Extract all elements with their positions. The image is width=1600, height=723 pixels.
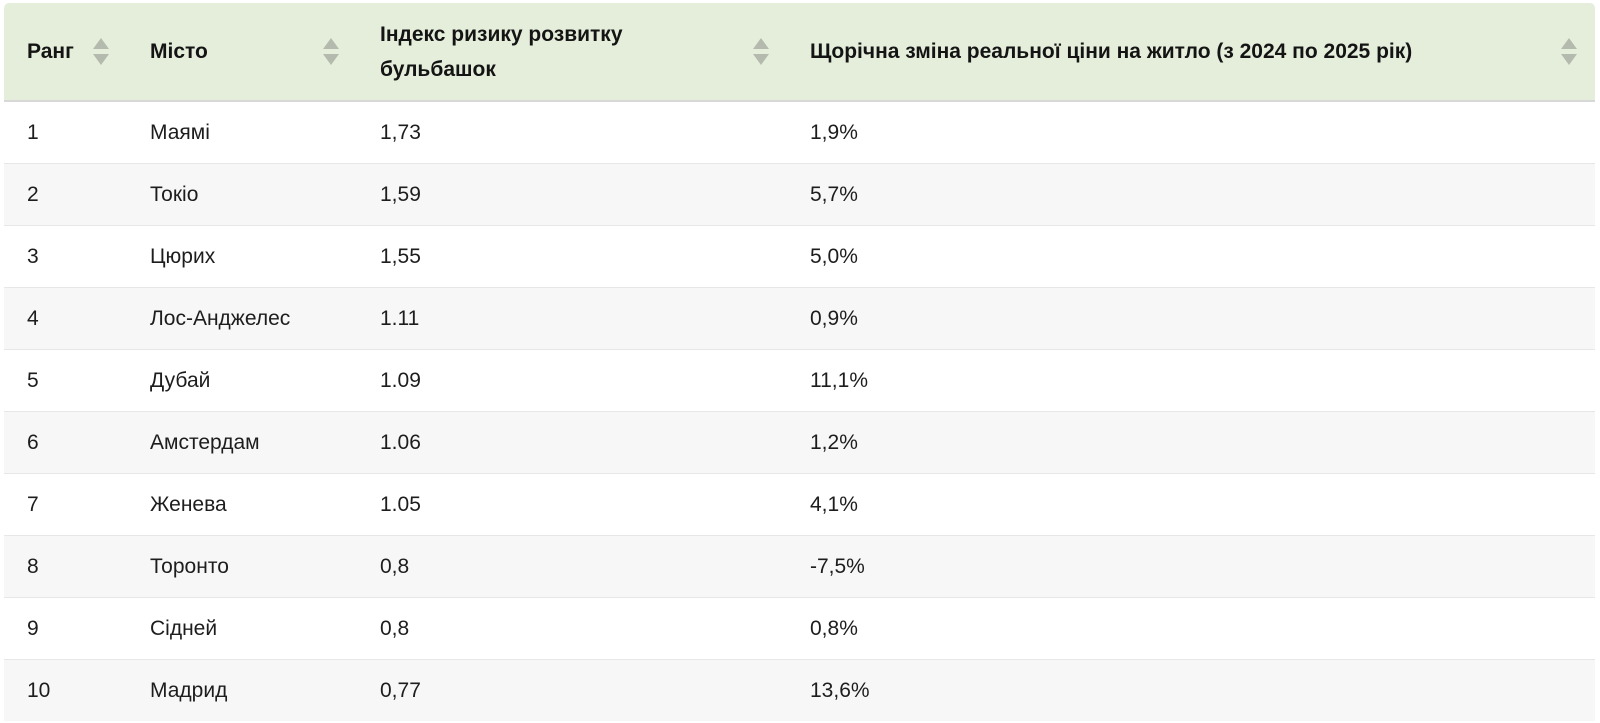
change-cell: 0,8% [810, 616, 858, 640]
rank-cell: 5 [27, 368, 39, 392]
city-cell: Женева [150, 492, 227, 516]
city-cell: Сідней [150, 616, 218, 640]
table-row: 6 Амстердам 1.06 1,2% [4, 412, 1595, 474]
sort-up-arrow-icon [753, 38, 769, 49]
table-body: 1 Маямі 1,73 1,9% 2 Токіо 1,59 5,7% 3 Цю… [4, 102, 1595, 721]
rank-cell: 4 [27, 306, 39, 330]
index-cell: 0,77 [380, 678, 421, 702]
index-cell: 1,73 [380, 120, 421, 144]
city-cell: Амстердам [150, 430, 260, 454]
sort-up-arrow-icon [1561, 38, 1577, 49]
table-row: 10 Мадрид 0,77 13,6% [4, 660, 1595, 721]
table-row: 8 Торонто 0,8 -7,5% [4, 536, 1595, 598]
sort-down-arrow-icon [753, 54, 769, 65]
index-cell: 0,8 [380, 554, 410, 578]
column-header-index[interactable]: Індекс ризику розвитку бульбашок [357, 3, 787, 100]
change-cell: 11,1% [810, 368, 868, 392]
rank-cell: 10 [27, 678, 51, 702]
sort-down-arrow-icon [1561, 54, 1577, 65]
table-row: 9 Сідней 0,8 0,8% [4, 598, 1595, 660]
column-header-change-label: Щорічна зміна реальної ціни на житло (з … [810, 40, 1413, 63]
column-header-change[interactable]: Щорічна зміна реальної ціни на житло (з … [787, 3, 1595, 100]
sort-icon [323, 38, 339, 65]
index-cell: 1.09 [380, 368, 421, 392]
sort-up-arrow-icon [93, 38, 109, 49]
sort-down-arrow-icon [93, 54, 109, 65]
sort-down-arrow-icon [323, 54, 339, 65]
table-row: 1 Маямі 1,73 1,9% [4, 102, 1595, 164]
column-header-rank-label: Ранг [27, 40, 74, 63]
change-cell: 1,2% [810, 430, 858, 454]
city-cell: Цюрих [150, 244, 216, 268]
change-cell: 4,1% [810, 492, 858, 516]
city-cell: Лос-Анджелес [150, 306, 291, 330]
city-cell: Дубай [150, 368, 211, 392]
index-cell: 0,8 [380, 616, 410, 640]
table-row: 3 Цюрих 1,55 5,0% [4, 226, 1595, 288]
rank-cell: 3 [27, 244, 39, 268]
column-header-city-label: Місто [150, 40, 208, 63]
rank-cell: 8 [27, 554, 39, 578]
change-cell: 0,9% [810, 306, 858, 330]
sort-up-arrow-icon [323, 38, 339, 49]
table-row: 7 Женева 1.05 4,1% [4, 474, 1595, 536]
column-header-city[interactable]: Місто [127, 3, 357, 100]
index-cell: 1,59 [380, 182, 421, 206]
rank-cell: 1 [27, 120, 39, 144]
change-cell: 5,0% [810, 244, 858, 268]
change-cell: -7,5% [810, 554, 865, 578]
city-cell: Мадрид [150, 678, 228, 702]
bubble-risk-table: Ранг Місто Індекс ризику розвитку бульба… [4, 3, 1595, 721]
change-cell: 5,7% [810, 182, 858, 206]
rank-cell: 7 [27, 492, 39, 516]
column-header-index-label: Індекс ризику розвитку бульбашок [380, 22, 623, 81]
index-cell: 1.11 [380, 306, 420, 330]
city-cell: Маямі [150, 120, 210, 144]
table-header-row: Ранг Місто Індекс ризику розвитку бульба… [4, 3, 1595, 102]
rank-cell: 6 [27, 430, 39, 454]
sort-icon [753, 38, 769, 65]
table-row: 5 Дубай 1.09 11,1% [4, 350, 1595, 412]
table-row: 2 Токіо 1,59 5,7% [4, 164, 1595, 226]
rank-cell: 2 [27, 182, 39, 206]
index-cell: 1,55 [380, 244, 421, 268]
rank-cell: 9 [27, 616, 39, 640]
column-header-rank[interactable]: Ранг [4, 3, 127, 100]
sort-icon [1561, 38, 1577, 65]
change-cell: 1,9% [810, 120, 858, 144]
change-cell: 13,6% [810, 678, 870, 702]
city-cell: Токіо [150, 182, 199, 206]
index-cell: 1.05 [380, 492, 421, 516]
index-cell: 1.06 [380, 430, 421, 454]
city-cell: Торонто [150, 554, 229, 578]
sort-icon [93, 38, 109, 65]
table-row: 4 Лос-Анджелес 1.11 0,9% [4, 288, 1595, 350]
